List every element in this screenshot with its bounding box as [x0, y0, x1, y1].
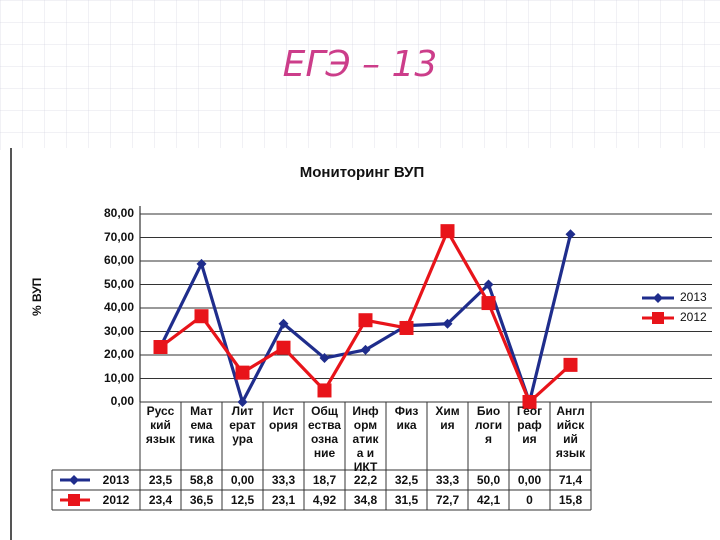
legend-marker-2012 — [652, 312, 664, 324]
y-tick-label: 30,00 — [103, 323, 134, 338]
data-point-2012 — [358, 313, 373, 328]
category-label: Англ ийск ий язык — [555, 404, 586, 460]
legend-label: 2013 — [680, 290, 707, 304]
table-value: 50,0 — [476, 473, 501, 487]
legend-label: 2012 — [680, 310, 707, 324]
y-tick-label: 80,00 — [103, 206, 134, 220]
table-value: 4,92 — [312, 493, 337, 507]
category-label: Хим ия — [435, 404, 460, 432]
table-value: 12,5 — [230, 493, 255, 507]
table-value: 72,7 — [435, 493, 460, 507]
table-value: 36,5 — [189, 493, 214, 507]
table-series-name: 2012 — [102, 493, 130, 507]
background-grid — [0, 0, 720, 150]
data-point-2013 — [565, 229, 576, 240]
data-point-2012 — [481, 296, 496, 311]
category-label: Мат ема тика — [188, 404, 215, 446]
data-point-2013 — [483, 279, 494, 290]
chart-container: Мониторинг ВУП % ВУП 80,00 70,00 60,00 50,0… — [10, 148, 712, 540]
data-point-2012 — [317, 383, 332, 398]
table-legend-marker-2013 — [69, 475, 79, 485]
data-point-2012 — [440, 224, 455, 239]
category-label: Физ ика — [394, 404, 419, 432]
category-label: Ист ория — [268, 404, 299, 432]
table-value: 0,00 — [230, 473, 255, 487]
table-series-name: 2013 — [102, 473, 130, 487]
table-value: 23,1 — [271, 493, 296, 507]
data-point-2012 — [235, 365, 250, 380]
chart-plot — [51, 206, 712, 511]
data-point-2012 — [194, 309, 209, 324]
table-legend-marker-2012 — [68, 494, 80, 506]
data-point-2012 — [153, 340, 168, 355]
data-point-2012 — [399, 320, 414, 335]
table-value: 33,3 — [271, 473, 296, 487]
category-label: Общ ества озна ние — [308, 404, 341, 460]
table-value: 23,4 — [148, 493, 173, 507]
data-point-2013 — [442, 318, 453, 329]
table-value: 71,4 — [558, 473, 583, 487]
table-value: 58,8 — [189, 473, 214, 487]
table-value: 32,5 — [394, 473, 419, 487]
data-point-2012 — [563, 357, 578, 372]
category-label: Лит ерат ура — [229, 404, 256, 446]
table-value: 0 — [526, 493, 533, 507]
category-label: Инф орм атик а и ИКТ — [352, 404, 379, 474]
category-label: Геог раф ия — [516, 404, 543, 446]
table-value: 0,00 — [517, 473, 542, 487]
table-value: 15,8 — [558, 493, 583, 507]
y-tick-label: 70,00 — [103, 229, 134, 244]
table-value: 22,2 — [353, 473, 378, 487]
data-point-2013 — [319, 353, 330, 364]
y-tick-label: 60,00 — [103, 253, 134, 267]
data-point-2013 — [278, 318, 289, 329]
y-tick-label: 0,00 — [110, 394, 134, 408]
chart-title: Мониторинг ВУП — [299, 164, 425, 181]
table-value: 34,8 — [353, 493, 378, 507]
table-value: 31,5 — [394, 493, 419, 507]
category-label: Био логи я — [474, 404, 503, 446]
table-value: 42,1 — [476, 493, 501, 507]
y-tick-label: 40,00 — [103, 300, 134, 314]
y-tick-label: 50,00 — [103, 276, 134, 291]
data-point-2013 — [196, 258, 207, 269]
table-value: 23,5 — [148, 473, 173, 487]
y-tick-label: 10,00 — [103, 370, 134, 385]
legend-marker-2013 — [653, 293, 663, 303]
table-value: 33,3 — [435, 473, 460, 487]
slide-title: ЕГЭ – 13 — [282, 44, 438, 85]
data-point-2012 — [522, 395, 537, 409]
data-point-2013 — [360, 344, 371, 355]
category-label: Русс кий язык — [145, 404, 176, 446]
data-point-2013 — [237, 397, 248, 407]
table-value: 18,7 — [312, 473, 337, 487]
y-tick-label: 20,00 — [103, 347, 134, 361]
data-point-2012 — [276, 340, 291, 355]
